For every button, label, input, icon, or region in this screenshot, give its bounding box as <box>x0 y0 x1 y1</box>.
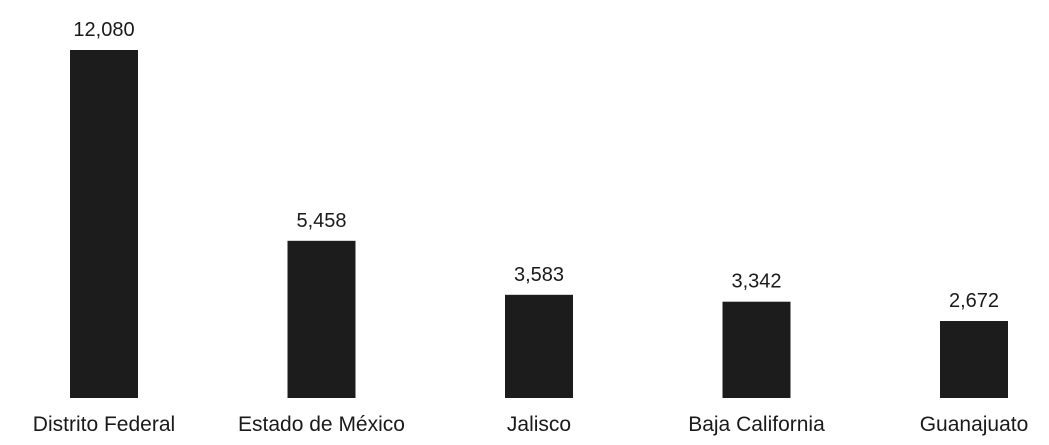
value-label-estado-de-mexico: 5,458 <box>296 210 346 232</box>
bar-jalisco <box>505 294 573 398</box>
bar-baja-california <box>722 301 791 398</box>
category-label-estado-de-mexico: Estado de México <box>238 413 405 436</box>
value-labels-group: 12,080 5,458 3,583 3,342 2,672 <box>73 19 999 312</box>
value-label-jalisco: 3,583 <box>514 264 564 286</box>
bar-guanajuato <box>940 321 1008 398</box>
category-label-guanajuato: Guanajuato <box>920 413 1029 436</box>
value-label-distrito-federal: 12,080 <box>73 19 134 41</box>
bar-distrito-federal <box>70 50 138 398</box>
value-label-guanajuato: 2,672 <box>949 290 999 312</box>
category-label-baja-california: Baja California <box>688 413 825 436</box>
category-labels-group: Distrito Federal Estado de México Jalisco B… <box>33 413 1028 436</box>
category-label-distrito-federal: Distrito Federal <box>33 413 175 436</box>
bar-estado-de-mexico <box>287 240 356 398</box>
bars-group <box>70 50 1008 398</box>
category-label-jalisco: Jalisco <box>507 413 571 436</box>
value-label-baja-california: 3,342 <box>731 271 781 293</box>
